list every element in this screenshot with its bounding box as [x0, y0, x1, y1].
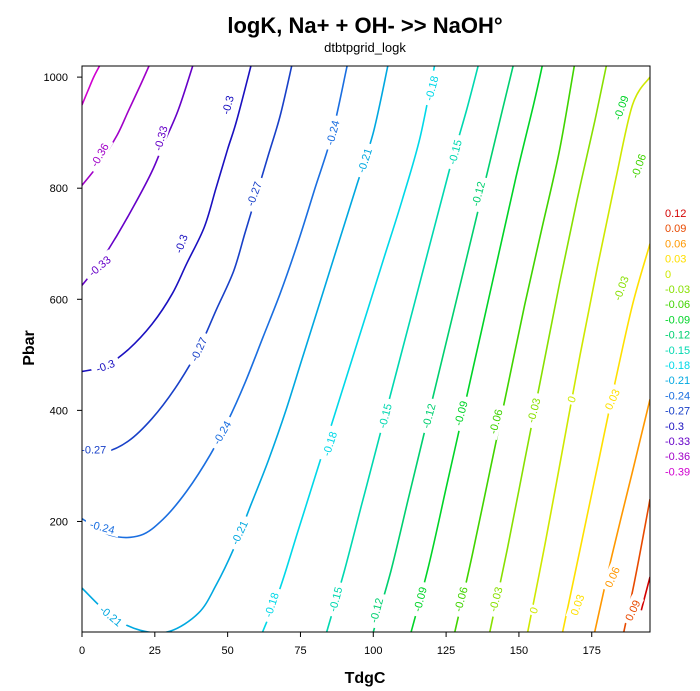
contour-line — [82, 66, 389, 632]
legend-item: 0.06 — [665, 238, 686, 250]
legend-item: -0.18 — [665, 360, 690, 372]
contour-label: 0 — [566, 395, 579, 405]
contour-label: -0.27 — [81, 444, 106, 456]
contour-label: -0.06 — [629, 153, 649, 181]
contour-line — [454, 66, 576, 632]
legend-item: -0.36 — [665, 451, 690, 463]
contour-label: -0.06 — [453, 586, 471, 613]
y-tick-label: 800 — [50, 183, 68, 195]
contour-label: -0.12 — [470, 180, 488, 207]
contour-label: 0.06 — [603, 565, 623, 589]
contour-line — [372, 66, 514, 632]
legend-item: 0.12 — [665, 208, 686, 220]
x-tick-label: 150 — [510, 645, 528, 657]
plot-frame — [81, 65, 651, 633]
y-axis-title: Pbar — [21, 330, 38, 366]
contour-line — [640, 576, 650, 611]
y-tick-label: 200 — [50, 516, 68, 528]
contour-label: -0.09 — [412, 586, 430, 613]
contour-label: -0.21 — [356, 147, 375, 175]
contour-lines — [82, 66, 650, 632]
contour-labels: -0.36-0.33-0.33-0.3-0.3-0.3-0.27-0.27-0.… — [81, 69, 650, 632]
contour-label: 0.09 — [623, 598, 643, 622]
contour-label: -0.21 — [229, 519, 250, 547]
x-tick-label: 0 — [79, 645, 85, 657]
contour-label: -0.18 — [423, 75, 441, 102]
legend-item: 0.03 — [665, 254, 686, 266]
contour-label: -0.3 — [173, 233, 191, 255]
contour-label: -0.27 — [245, 180, 265, 208]
y-tick-label: 400 — [50, 405, 68, 417]
contour-label: -0.03 — [612, 275, 632, 303]
contour-label: -0.06 — [488, 408, 506, 435]
legend-item: 0 — [665, 269, 671, 281]
legend-item: -0.24 — [665, 390, 690, 402]
contour-label: -0.27 — [189, 336, 210, 364]
contour-line — [561, 243, 650, 632]
legend-item: -0.39 — [665, 466, 690, 478]
chart-subtitle: dtbtpgrid_logk — [324, 40, 406, 55]
contour-line — [82, 66, 252, 373]
contour-label: -0.24 — [211, 419, 234, 447]
contour-label: -0.24 — [88, 519, 115, 537]
x-tick-label: 100 — [364, 645, 382, 657]
contour-label: -0.3 — [95, 358, 117, 376]
contour-line — [489, 66, 608, 632]
contour-label: -0.12 — [368, 597, 386, 624]
contour-label: -0.12 — [421, 402, 439, 429]
legend-item: 0.09 — [665, 223, 686, 235]
contour-line — [526, 76, 650, 632]
contour-label: -0.03 — [488, 586, 506, 613]
contour-label: 0.03 — [569, 593, 588, 617]
contour-label: -0.15 — [377, 402, 395, 429]
legend-item: -0.03 — [665, 284, 690, 296]
legend-item: -0.27 — [665, 406, 690, 418]
legend-item: -0.21 — [665, 375, 690, 387]
contour-label: -0.09 — [453, 400, 471, 427]
contour-label: -0.15 — [327, 586, 345, 613]
contour-line — [82, 66, 348, 539]
x-tick-label: 125 — [437, 645, 455, 657]
x-tick-label: 75 — [294, 645, 306, 657]
contour-label: -0.24 — [324, 119, 342, 146]
contour-line — [82, 66, 101, 106]
contour-label: 0.03 — [603, 387, 623, 411]
x-tick-label: 50 — [222, 645, 234, 657]
y-tick-label: 600 — [50, 294, 68, 306]
legend-item: -0.09 — [665, 314, 690, 326]
plot-area: -0.36-0.33-0.33-0.3-0.3-0.3-0.27-0.27-0.… — [81, 65, 651, 633]
contour-label: -0.18 — [321, 430, 340, 458]
x-tick-label: 175 — [583, 645, 601, 657]
contour-line — [82, 66, 293, 454]
legend-item: -0.33 — [665, 436, 690, 448]
contour-line — [593, 399, 650, 632]
contour-label: -0.15 — [447, 139, 465, 166]
contour-label: -0.03 — [525, 397, 543, 424]
y-axis: 200 400 600 800 1000 — [44, 72, 82, 528]
legend-item: -0.15 — [665, 345, 690, 357]
contour-label: -0.3 — [220, 94, 237, 115]
legend-item: -0.06 — [665, 299, 690, 311]
contour-line — [261, 66, 436, 632]
contour-label: 0 — [528, 606, 541, 616]
legend: 0.12 0.09 0.06 0.03 0 -0.03 -0.06 -0.09 -0.12 -0.… — [665, 208, 690, 478]
x-axis-title: TdgC — [345, 670, 386, 687]
legend-item: -0.12 — [665, 330, 690, 342]
contour-label: -0.18 — [263, 591, 282, 619]
contour-line — [410, 66, 543, 632]
x-axis: 0 25 50 75 100 125 150 175 — [79, 632, 601, 657]
chart-title: logK, Na+ + OH- >> NaOH° — [227, 13, 502, 38]
y-tick-label: 1000 — [44, 72, 68, 84]
legend-item: -0.3 — [665, 421, 684, 433]
x-tick-label: 25 — [149, 645, 161, 657]
contour-label: -0.36 — [89, 142, 112, 170]
contour-label: -0.33 — [153, 125, 171, 152]
